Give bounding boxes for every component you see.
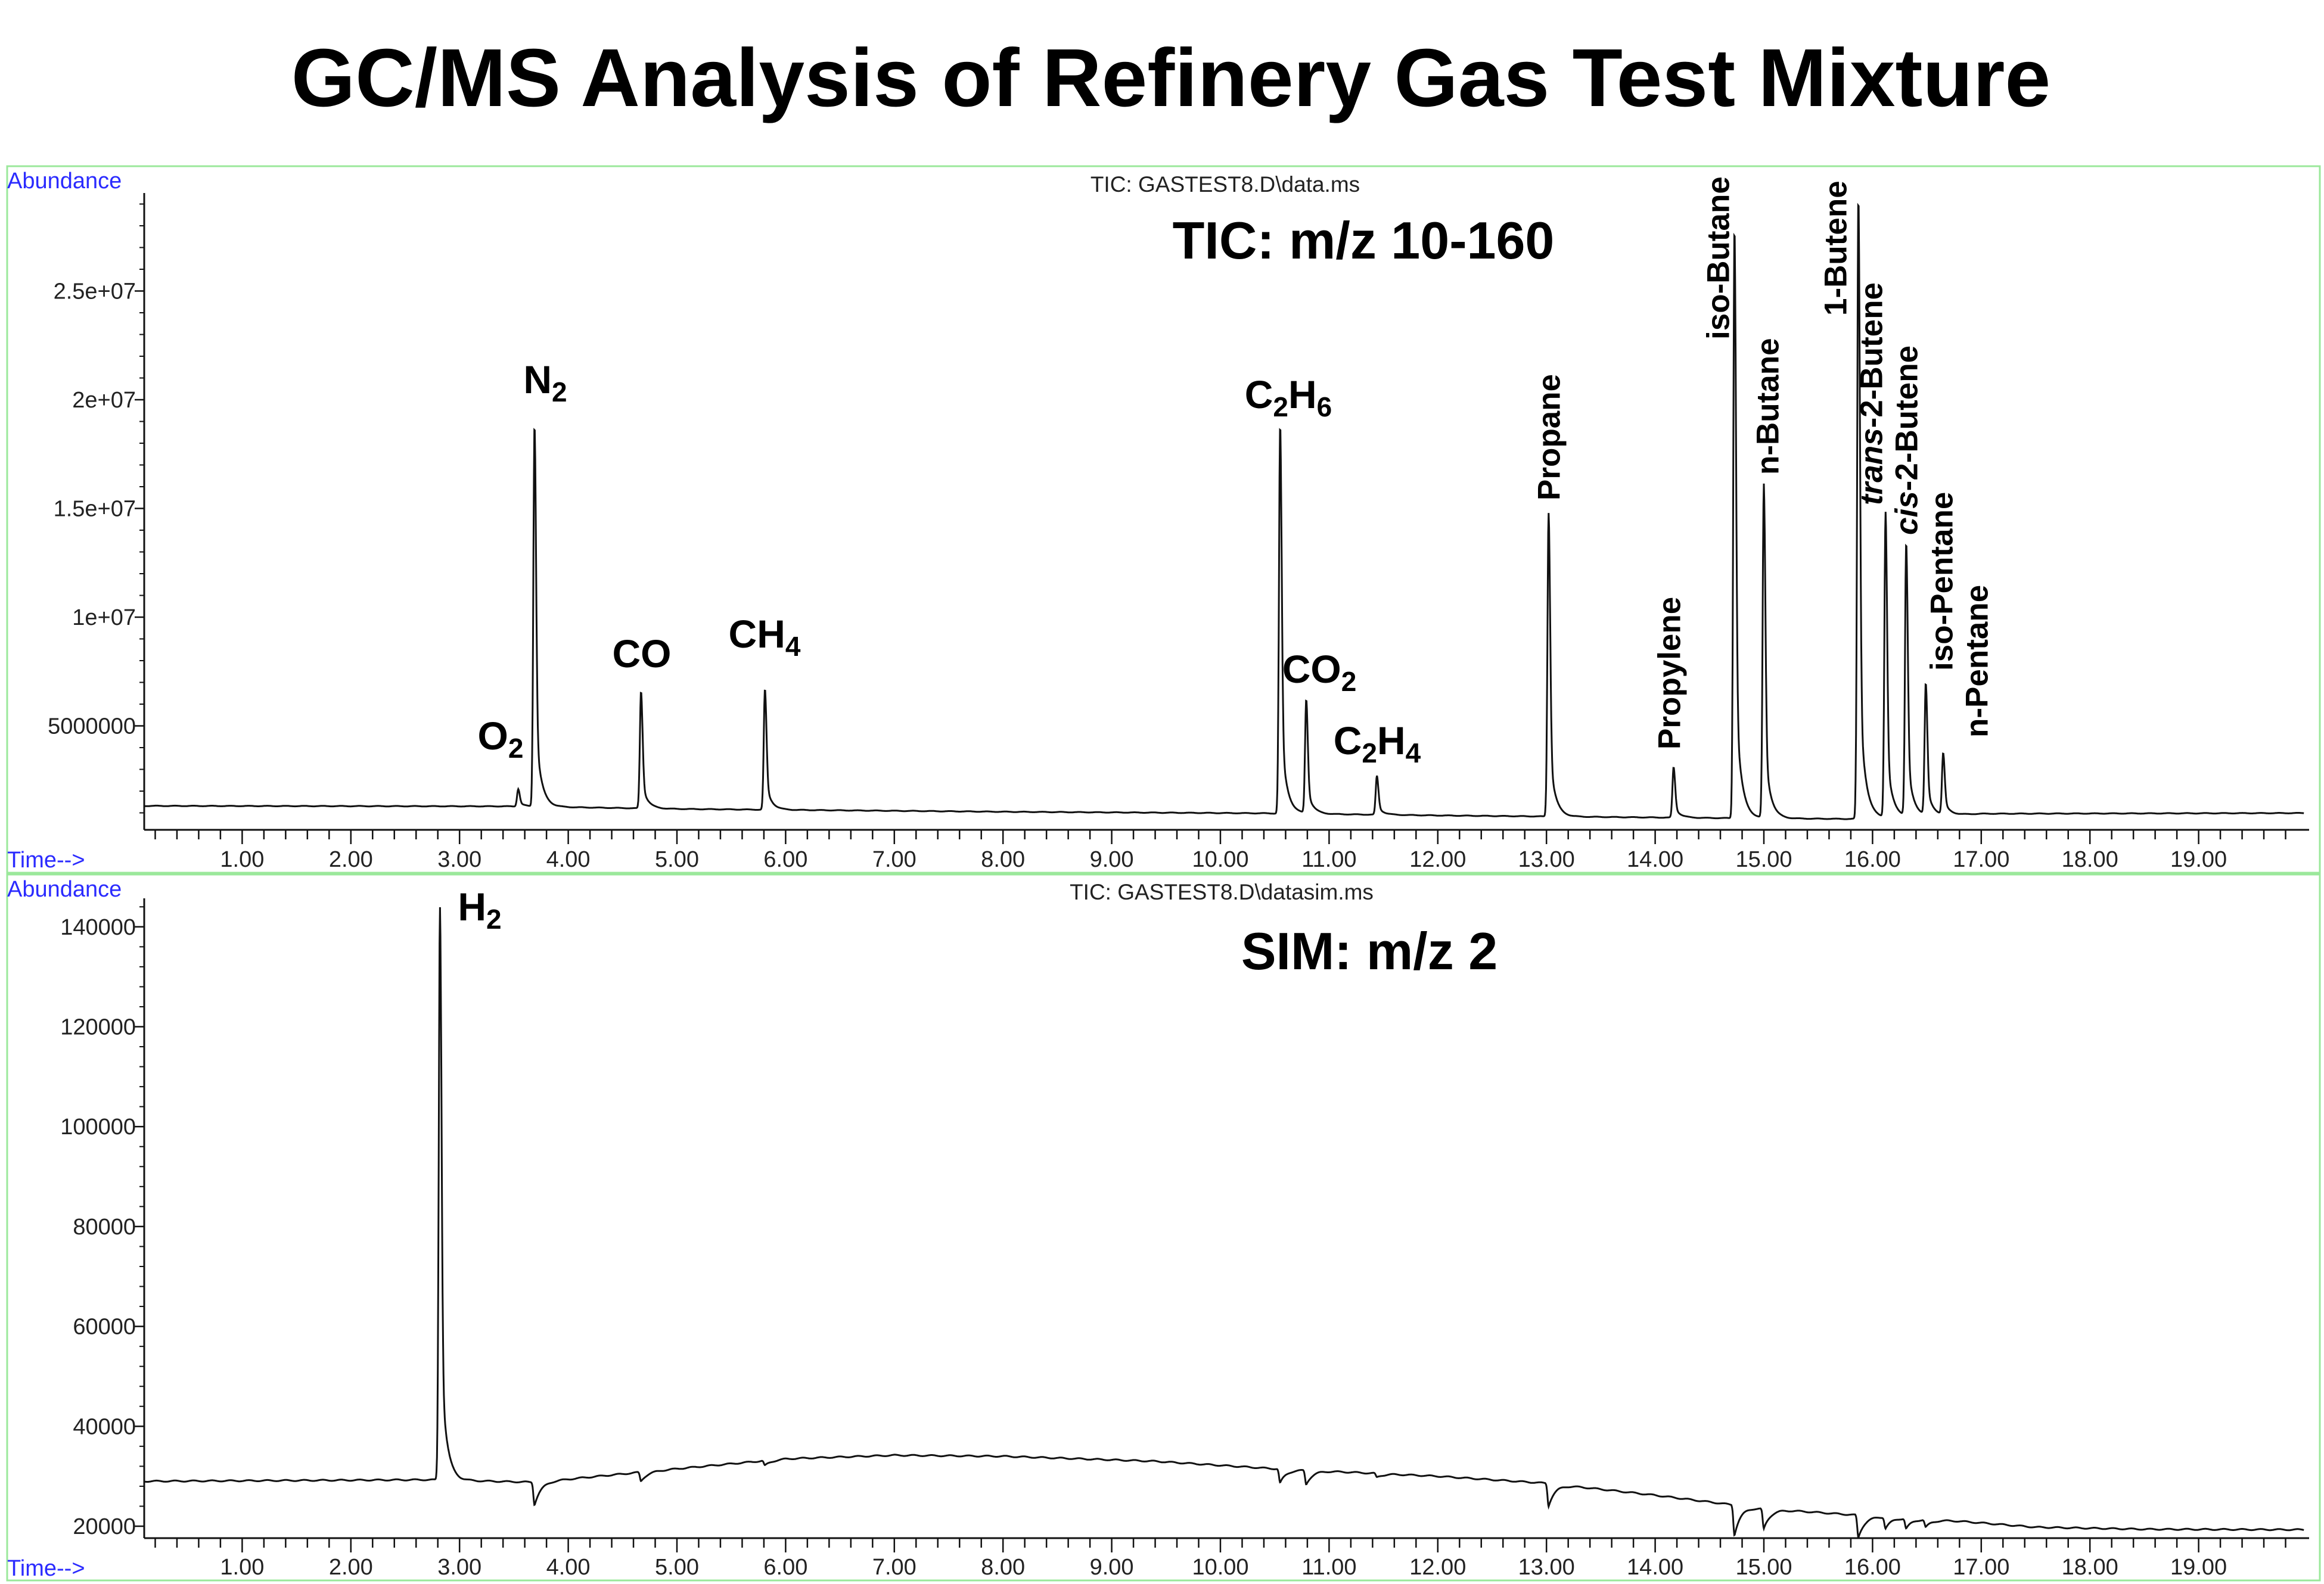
peak-label-co2: CO2 bbox=[1282, 647, 1357, 697]
sim-panel: Abundance TIC: GASTEST8.D\datasim.ms SIM… bbox=[6, 873, 2321, 1582]
peak-label-n2: N2 bbox=[523, 357, 567, 407]
sim-axes: 1.00 2.00 3.00 4.00 5.00 6.00 7.00 8.00 9.00 10.0… bbox=[60, 898, 2309, 1580]
sim-x-tick-label: 14.00 bbox=[1627, 1555, 1683, 1580]
peak-label-ch4: CH4 bbox=[729, 612, 801, 662]
sim-x-tick-label: 1.00 bbox=[220, 1555, 264, 1580]
tic-annotation: TIC: m/z 10-160 bbox=[1173, 211, 1555, 270]
sim-x-tick-label: 16.00 bbox=[1844, 1555, 1901, 1580]
sim-x-tick-label: 3.00 bbox=[437, 1555, 481, 1580]
tic-x-tick-label: 7.00 bbox=[872, 847, 916, 872]
peak-label-n-butane: n-Butane bbox=[1751, 338, 1786, 475]
sim-y-tick-label: 100000 bbox=[60, 1115, 136, 1140]
tic-x-tick-label: 14.00 bbox=[1627, 847, 1683, 872]
sim-panel-frame bbox=[6, 873, 2321, 1582]
peak-label-c2h4: C2H4 bbox=[1334, 718, 1421, 768]
peak-label-iso-pentane: iso-Pentane bbox=[1925, 492, 1960, 671]
peak-label-propylene: Propylene bbox=[1652, 597, 1688, 749]
sim-x-tick-label: 19.00 bbox=[2170, 1555, 2227, 1580]
sim-annotation: SIM: m/z 2 bbox=[1241, 922, 1497, 981]
peak-label-1-butene: 1-Butene bbox=[1819, 181, 1854, 316]
peak-label-n-pentane: n-Pentane bbox=[1960, 585, 1995, 737]
sim-x-tick-label: 4.00 bbox=[546, 1555, 591, 1580]
tic-axes: 1.00 2.00 3.00 4.00 5.00 6.00 7.00 8.00 9.00 10.0… bbox=[48, 193, 2309, 872]
tic-y-axis-label: Abundance bbox=[7, 169, 122, 194]
peak-label-c2h6: C2H6 bbox=[1245, 372, 1332, 422]
sim-x-tick-label: 13.00 bbox=[1518, 1555, 1575, 1580]
sim-x-tick-label: 2.00 bbox=[329, 1555, 373, 1580]
tic-x-tick-label: 2.00 bbox=[329, 847, 373, 872]
tic-panel-frame bbox=[6, 165, 2321, 874]
sim-x-tick-label: 18.00 bbox=[2062, 1555, 2118, 1580]
tic-y-tick-label: 1.5e+07 bbox=[54, 497, 136, 522]
sim-x-tick-label: 15.00 bbox=[1735, 1555, 1792, 1580]
sim-x-tick-label: 7.00 bbox=[872, 1555, 916, 1580]
sim-x-tick-label: 12.00 bbox=[1409, 1555, 1466, 1580]
tic-x-tick-label: 15.00 bbox=[1735, 847, 1792, 872]
sim-x-tick-label: 10.00 bbox=[1192, 1555, 1248, 1580]
tic-x-axis-label: Time--> bbox=[7, 848, 85, 873]
tic-x-tick-label: 12.00 bbox=[1409, 847, 1466, 872]
tic-x-tick-label: 16.00 bbox=[1844, 847, 1901, 872]
tic-x-tick-label: 3.00 bbox=[437, 847, 481, 872]
tic-x-tick-label: 1.00 bbox=[220, 847, 264, 872]
sim-x-axis-label: Time--> bbox=[7, 1556, 85, 1581]
tic-x-tick-label: 13.00 bbox=[1518, 847, 1575, 872]
tic-peak-labels: O2 N2 CO CH4 C2H6 CO2 C2H4 Propane Propy… bbox=[478, 176, 1995, 768]
sim-x-tick-label: 5.00 bbox=[655, 1555, 699, 1580]
peak-label-cis-2-butene: cis-2-Butene bbox=[1890, 346, 1925, 535]
sim-y-tick-label: 80000 bbox=[73, 1215, 136, 1240]
peak-label-h2: H2 bbox=[458, 885, 501, 935]
sim-trace bbox=[144, 907, 2304, 1539]
sim-x-tick-label: 9.00 bbox=[1090, 1555, 1134, 1580]
sim-x-tick-label: 8.00 bbox=[981, 1555, 1025, 1580]
tic-x-tick-label: 5.00 bbox=[655, 847, 699, 872]
sim-y-tick-label: 20000 bbox=[73, 1514, 136, 1539]
peak-label-propane: Propane bbox=[1532, 374, 1567, 500]
tic-y-tick-label: 1e+07 bbox=[72, 605, 136, 630]
tic-x-tick-label: 11.00 bbox=[1301, 847, 1356, 872]
tic-x-tick-label: 18.00 bbox=[2062, 847, 2118, 872]
peak-label-co: CO bbox=[612, 631, 671, 676]
peak-label-iso-butane: iso-Butane bbox=[1701, 176, 1736, 340]
tic-subtitle: TIC: GASTEST8.D\data.ms bbox=[1090, 172, 1360, 197]
tic-y-tick-label: 5000000 bbox=[48, 714, 136, 739]
tic-x-tick-label: 10.00 bbox=[1192, 847, 1248, 872]
sim-x-tick-label: 11.00 bbox=[1301, 1555, 1356, 1580]
sim-y-tick-label: 140000 bbox=[60, 915, 136, 940]
peak-label-o2: O2 bbox=[478, 714, 524, 764]
sim-x-tick-label: 17.00 bbox=[1953, 1555, 2009, 1580]
sim-y-tick-label: 120000 bbox=[60, 1015, 136, 1040]
tic-trace bbox=[144, 203, 2304, 820]
peak-label-trans-2-butene: trans-2-Butene bbox=[1854, 282, 1890, 505]
sim-subtitle: TIC: GASTEST8.D\datasim.ms bbox=[1070, 880, 1374, 904]
tic-panel: Abundance TIC: GASTEST8.D\data.ms TIC: m… bbox=[6, 165, 2321, 874]
tic-x-tick-label: 6.00 bbox=[763, 847, 807, 872]
tic-y-tick-label: 2e+07 bbox=[72, 388, 136, 413]
sim-y-axis-label: Abundance bbox=[7, 877, 122, 902]
sim-y-tick-label: 40000 bbox=[73, 1414, 136, 1439]
sim-y-tick-label: 60000 bbox=[73, 1315, 136, 1340]
tic-x-tick-label: 9.00 bbox=[1090, 847, 1134, 872]
tic-x-tick-label: 4.00 bbox=[546, 847, 591, 872]
tic-y-tick-label: 2.5e+07 bbox=[54, 279, 136, 304]
sim-x-tick-label: 6.00 bbox=[763, 1555, 807, 1580]
tic-x-tick-label: 19.00 bbox=[2170, 847, 2227, 872]
tic-x-tick-label: 17.00 bbox=[1953, 847, 2009, 872]
tic-x-tick-label: 8.00 bbox=[981, 847, 1025, 872]
figure-title: GC/MS Analysis of Refinery Gas Test Mixt… bbox=[291, 32, 2050, 124]
